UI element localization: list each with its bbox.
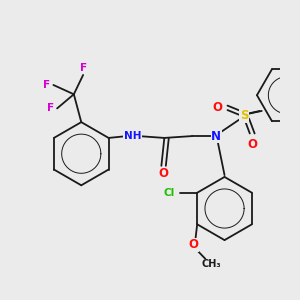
Text: CH₃: CH₃ <box>201 260 221 269</box>
Text: S: S <box>240 109 248 122</box>
Text: F: F <box>47 103 54 113</box>
Text: F: F <box>80 63 87 73</box>
Text: Cl: Cl <box>164 188 175 198</box>
Text: O: O <box>247 138 257 151</box>
Text: N: N <box>212 130 221 142</box>
Text: O: O <box>159 167 169 181</box>
Text: NH: NH <box>124 131 142 141</box>
Text: O: O <box>188 238 199 251</box>
Text: O: O <box>212 100 222 114</box>
Text: F: F <box>43 80 50 90</box>
